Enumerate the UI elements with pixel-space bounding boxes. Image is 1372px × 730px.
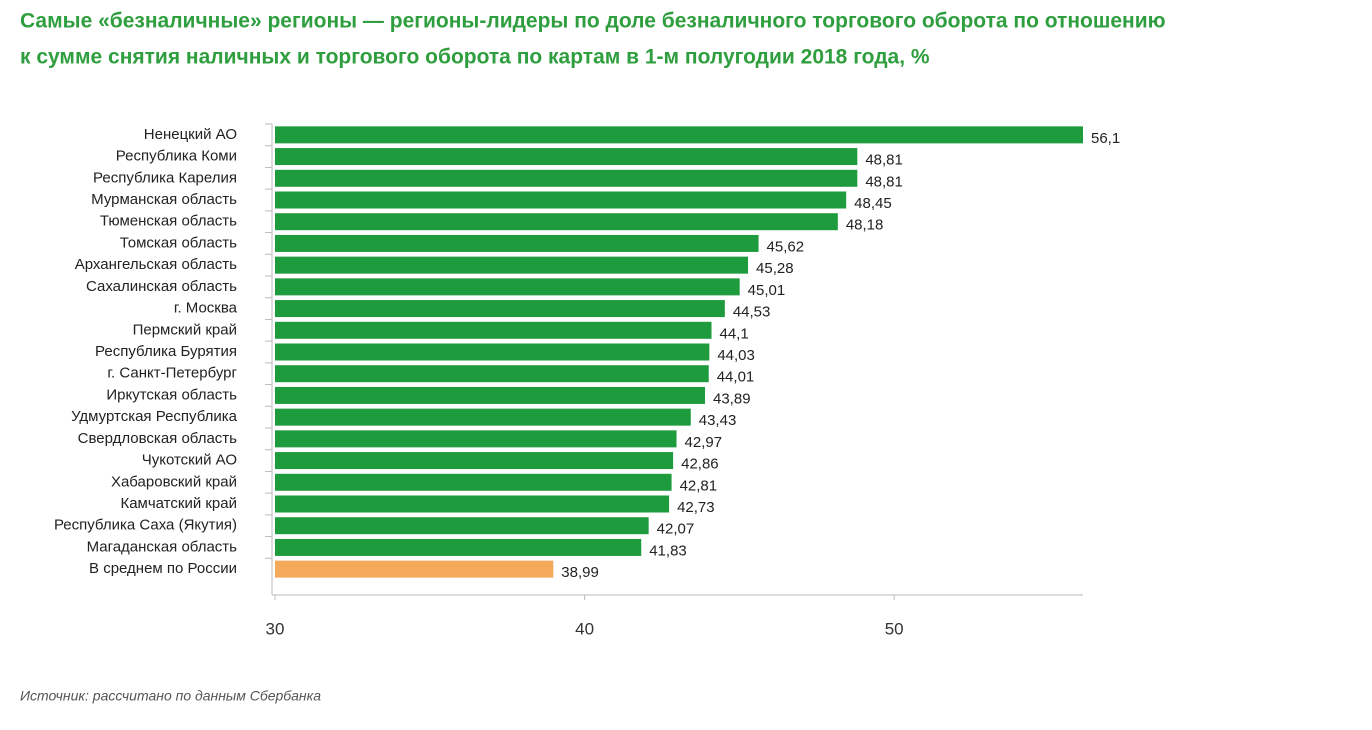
value-label: 42,81 [680,477,718,494]
bar [275,517,649,535]
category-label: Пермский край [133,321,237,338]
value-label: 45,28 [756,260,794,277]
bar [275,148,858,166]
bar [275,191,847,209]
x-tick-label: 50 [885,619,904,638]
category-label: Чукотский АО [142,452,237,469]
bar [275,278,740,296]
bar [275,365,709,383]
value-label: 38,99 [561,564,599,581]
category-label: Мурманская область [91,191,237,208]
category-label: Республика Саха (Якутия) [54,517,237,534]
category-label: г. Москва [174,300,238,317]
category-label: Республика Бурятия [95,343,237,360]
bar [275,430,677,448]
value-label: 43,89 [713,390,751,407]
value-label: 44,53 [733,304,771,321]
category-label: В среднем по России [89,560,237,577]
x-tick-label: 40 [575,619,594,638]
category-label: Архангельская область [75,256,237,273]
bar [275,126,1083,144]
chart-subtitle: к сумме снятия наличных и торгового обор… [20,46,930,69]
category-label: Иркутская область [106,386,237,403]
value-label: 44,01 [717,369,755,386]
bar [275,452,674,470]
value-label: 48,18 [846,217,884,234]
bar [275,560,554,578]
category-label: Хабаровский край [111,473,237,490]
value-label: 56,1 [1091,130,1120,147]
category-label: Удмуртская Республика [71,408,238,425]
value-label: 48,81 [865,173,903,190]
category-label: Республика Карелия [93,169,237,186]
bar [275,256,749,274]
bar [275,321,712,339]
bar [275,473,672,491]
bar [275,213,838,231]
value-label: 45,01 [748,282,786,299]
category-label: г. Санкт-Петербург [107,365,237,382]
value-label: 48,81 [865,152,903,169]
category-label: Тюменская область [100,213,237,230]
value-label: 45,62 [767,238,805,255]
bar [275,495,670,513]
value-label: 42,86 [681,456,719,473]
category-label: Магаданская область [87,538,238,555]
bar [275,169,858,187]
value-label: 42,07 [657,521,695,538]
source-note: Источник: рассчитано по данным Сбербанка [20,688,321,704]
value-label: 42,97 [685,434,723,451]
chart-title: Самые «безналичные» регионы — регионы-ли… [20,10,1166,33]
bar [275,234,759,252]
bar [275,408,691,426]
value-label: 44,03 [717,347,755,364]
value-label: 41,83 [649,542,687,559]
bar [275,300,725,318]
value-label: 43,43 [699,412,737,429]
bar [275,343,710,361]
x-tick-label: 30 [266,619,285,638]
bar [275,386,706,404]
category-label: Свердловская область [78,430,238,447]
category-label: Ненецкий АО [144,126,237,143]
value-label: 48,45 [854,195,892,212]
value-label: 42,73 [677,499,715,516]
category-label: Камчатский край [120,495,237,512]
category-label: Республика Коми [116,148,237,165]
value-label: 44,1 [720,325,749,342]
category-label: Томская область [120,234,237,251]
category-label: Сахалинская область [86,278,237,295]
bar [275,538,642,556]
